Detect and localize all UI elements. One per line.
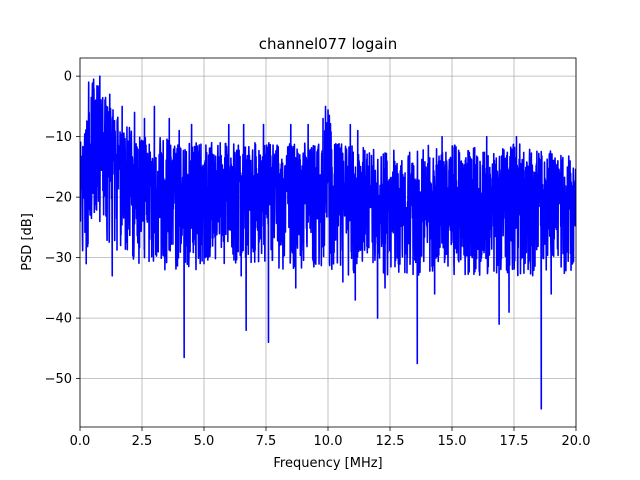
y-tick-label: −10: [45, 130, 72, 145]
x-tick-label: 2.5: [132, 434, 153, 449]
x-tick-label: 20.0: [562, 434, 591, 449]
y-axis-ticks: 0 −10 −20 −30 −40 −50: [45, 70, 80, 387]
x-tick-label: 10.0: [314, 434, 343, 449]
y-axis-label: PSD [dB]: [20, 213, 35, 271]
x-axis-label: Frequency [MHz]: [273, 456, 382, 471]
x-tick-label: 17.5: [500, 434, 529, 449]
x-tick-label: 5.0: [194, 434, 215, 449]
chart-title: channel077 logain: [259, 35, 398, 53]
y-tick-label: −40: [45, 312, 72, 327]
x-tick-label: 15.0: [438, 434, 467, 449]
x-tick-label: 12.5: [376, 434, 405, 449]
x-tick-label: 7.5: [256, 434, 277, 449]
y-tick-label: 0: [64, 70, 72, 85]
y-tick-label: −20: [45, 191, 72, 206]
series-layer: [80, 75, 576, 410]
x-axis-ticks: 0.0 2.5 5.0 7.5 10.0 12.5 15.0 17.5 20.0: [70, 427, 591, 449]
y-tick-label: −30: [45, 251, 72, 266]
x-tick-label: 0.0: [70, 434, 91, 449]
psd-series-line: [80, 75, 576, 410]
y-tick-label: −50: [45, 372, 72, 387]
